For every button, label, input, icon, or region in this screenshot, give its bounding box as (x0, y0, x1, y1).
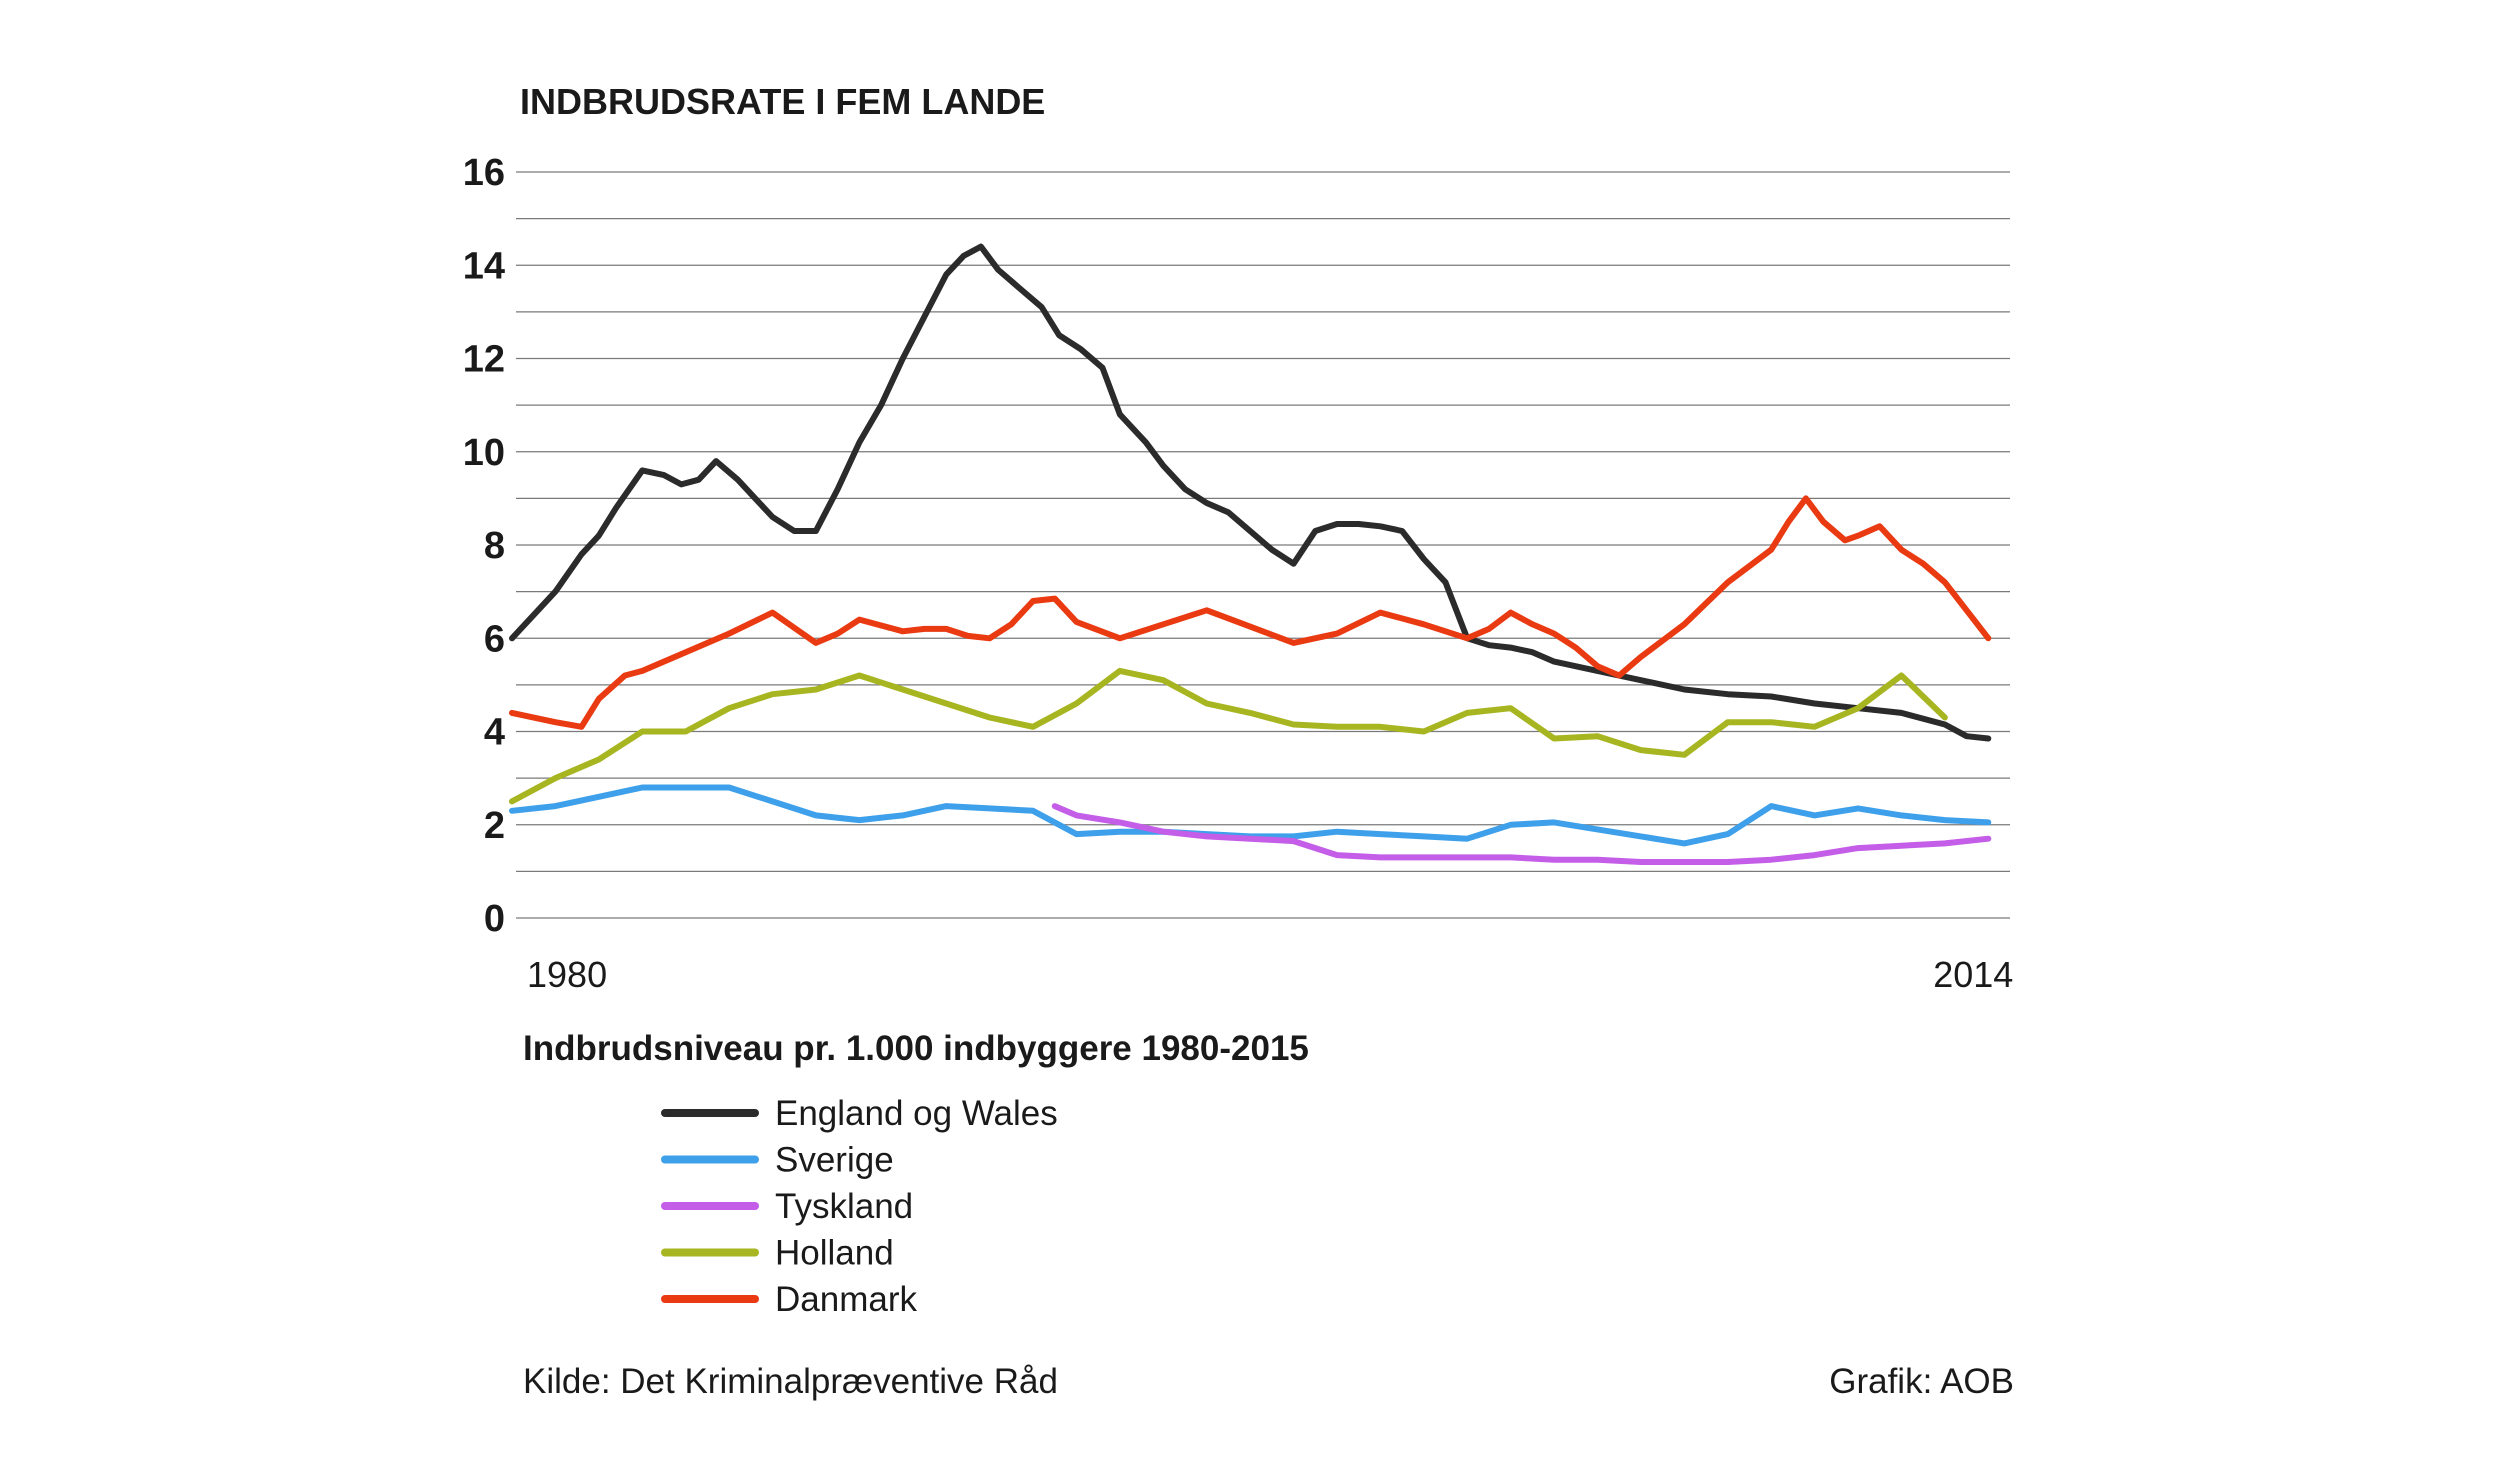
legend-label-danmark: Danmark (775, 1280, 917, 1319)
series-line-england-og-wales (509, 243, 1992, 742)
series-lines (509, 243, 1992, 865)
series-line-sverige (509, 784, 1992, 847)
chart-title: INDBRUDSRATE I FEM LANDE (520, 81, 1045, 122)
series-line-tyskland (1051, 803, 1992, 865)
series-line-holland (509, 667, 1948, 805)
legend-label-holland: Holland (775, 1234, 894, 1273)
x-tick-label-1980: 1980 (527, 954, 607, 995)
y-tick-label-10: 10 (463, 432, 505, 474)
y-tick-label-0: 0 (484, 898, 505, 940)
y-tick-label-14: 14 (463, 245, 505, 287)
series-line-danmark (509, 495, 1992, 730)
legend: England og Wales Sverige Tyskland Holland Da… (661, 1094, 1058, 1319)
legend-label-england-og-wales: England og Wales (775, 1094, 1058, 1133)
chart-subtitle: Indbrudsniveau pr. 1.000 indbyggere 1980… (523, 1029, 1309, 1068)
y-tick-label-8: 8 (484, 525, 505, 567)
y-tick-label-2: 2 (484, 805, 505, 847)
legend-label-sverige: Sverige (775, 1141, 894, 1180)
x-tick-label-2014: 2014 (1933, 954, 2013, 995)
y-tick-label-4: 4 (484, 712, 505, 754)
legend-label-tyskland: Tyskland (775, 1187, 913, 1226)
graphic-credit: Grafik: AOB (1829, 1362, 2014, 1401)
y-tick-label-12: 12 (463, 339, 505, 381)
source-note: Kilde: Det Kriminalpræventive Råd (523, 1362, 1058, 1401)
y-tick-label-6: 6 (484, 618, 505, 660)
gridlines (516, 171, 2010, 919)
y-axis-tick-labels: 0 2 4 6 8 10 12 14 16 (463, 152, 505, 940)
x-axis-tick-labels: 1980 2014 (527, 954, 2013, 995)
y-tick-label-16: 16 (463, 152, 505, 194)
